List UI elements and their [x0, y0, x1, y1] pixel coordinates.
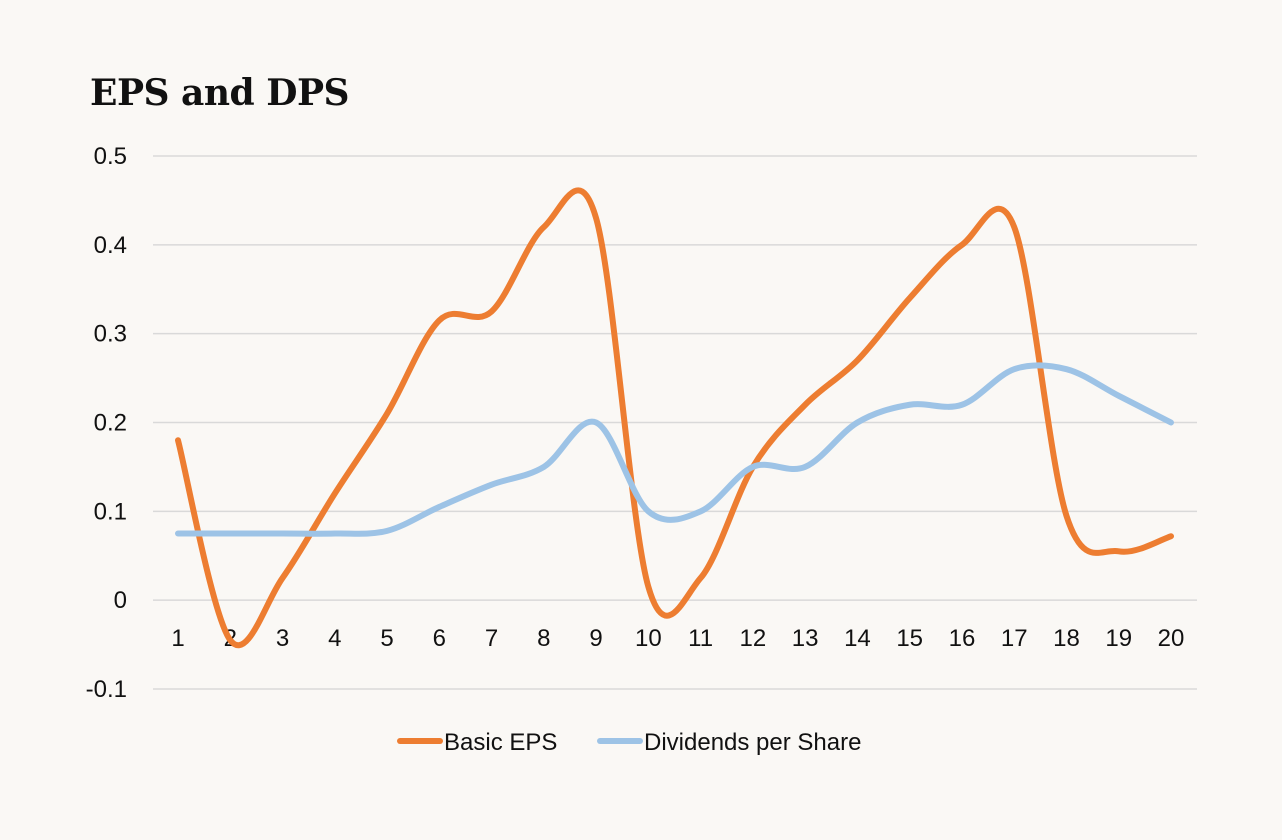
x-tick-label: 12 [740, 625, 767, 652]
x-axis-ticks: 1 2 3 4 5 6 7 8 9 10 11 12 13 14 15 16 17 18 19 20 [171, 625, 1184, 652]
x-tick-label: 18 [1053, 625, 1080, 652]
legend: Basic EPS Dividends per Share [397, 729, 861, 756]
legend-label: Basic EPS [444, 729, 557, 756]
y-axis-ticks: 0.5 0.4 0.3 0.2 0.1 0 -0.1 [86, 143, 127, 703]
y-tick-label: 0.4 [94, 232, 127, 259]
x-tick-label: 7 [485, 625, 498, 652]
x-tick-label: 4 [328, 625, 341, 652]
x-tick-label: 8 [537, 625, 550, 652]
x-tick-label: 19 [1105, 625, 1132, 652]
series-lines [175, 187, 1174, 649]
y-tick-label: 0.1 [94, 498, 127, 525]
y-tick-label: 0.2 [94, 410, 127, 437]
y-tick-label: 0.3 [94, 321, 127, 348]
x-tick-label: 15 [896, 625, 923, 652]
chart-title: EPS and DPS [90, 72, 350, 114]
x-tick-label: 9 [589, 625, 602, 652]
x-tick-label: 14 [844, 625, 871, 652]
x-tick-label: 20 [1158, 625, 1185, 652]
x-tick-label: 1 [171, 625, 184, 652]
series-line-basic-eps [175, 187, 1174, 649]
y-tick-label: 0 [114, 587, 127, 614]
x-tick-label: 11 [688, 625, 713, 652]
x-tick-label: 16 [949, 625, 976, 652]
x-tick-label: 17 [1001, 625, 1028, 652]
legend-label: Dividends per Share [644, 729, 861, 756]
y-tick-label: -0.1 [86, 676, 127, 703]
gridlines [153, 155, 1197, 690]
x-tick-label: 3 [276, 625, 289, 652]
x-tick-label: 6 [433, 625, 446, 652]
series-line-dividends-per-share [175, 362, 1174, 537]
x-tick-label: 5 [380, 625, 393, 652]
x-tick-label: 13 [792, 625, 819, 652]
y-tick-label: 0.5 [94, 143, 127, 170]
x-tick-label: 10 [635, 625, 662, 652]
